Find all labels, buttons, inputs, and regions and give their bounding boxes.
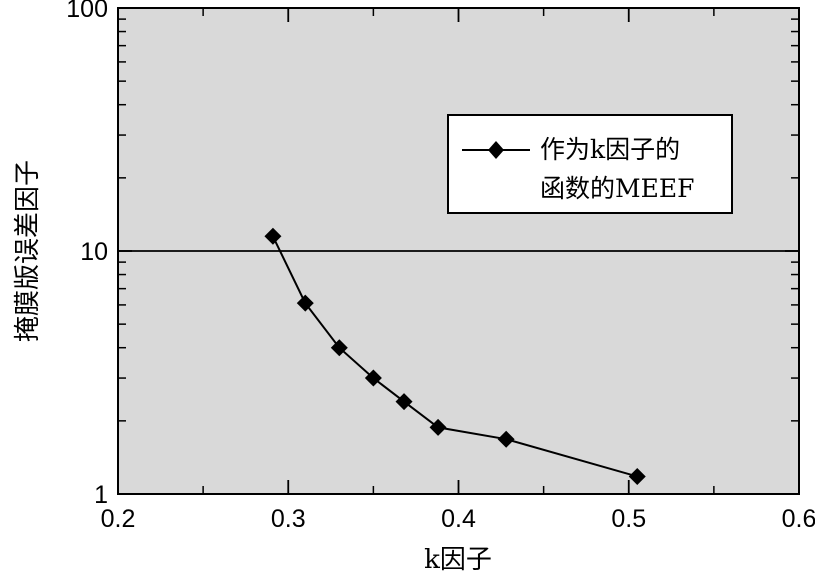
series-line (271, 235, 638, 478)
data-point-marker (364, 369, 382, 387)
legend-diamond-marker (488, 141, 504, 159)
data-point-marker (296, 294, 314, 312)
x-tick-label: 0.5 (611, 505, 646, 533)
x-tick-labels: 0.2 0.3 0.4 0.5 0.6 (101, 505, 815, 533)
x-tick-label: 0.4 (441, 505, 476, 533)
y-tick-label: 1 (94, 481, 108, 509)
data-point-marker (395, 393, 413, 411)
data-point-marker (497, 430, 515, 448)
y-tick-label: 100 (66, 0, 108, 23)
x-tick-label: 0.6 (782, 505, 815, 533)
y-axis-title: 掩膜版误差因子 (13, 160, 43, 342)
data-point-marker (628, 468, 646, 486)
legend-label-line2: 函数的MEEF (540, 174, 694, 203)
y-tick-label: 10 (80, 238, 108, 266)
x-axis-title: k因子 (424, 545, 492, 575)
y-tick-labels: 1 10 100 (66, 0, 108, 509)
legend-label-line1: 作为k因子的 (540, 135, 680, 164)
plot-frame (117, 7, 800, 495)
x-tick-label: 0.3 (271, 505, 306, 533)
legend-box (447, 114, 733, 214)
series-markers (264, 227, 646, 486)
data-point-marker (429, 418, 447, 436)
data-point-marker (264, 227, 282, 245)
x-tick-label: 0.2 (101, 505, 136, 533)
minor-ticks (118, 8, 799, 494)
legend: 作为k因子的 函数的MEEF (447, 114, 733, 214)
data-point-marker (330, 339, 348, 357)
